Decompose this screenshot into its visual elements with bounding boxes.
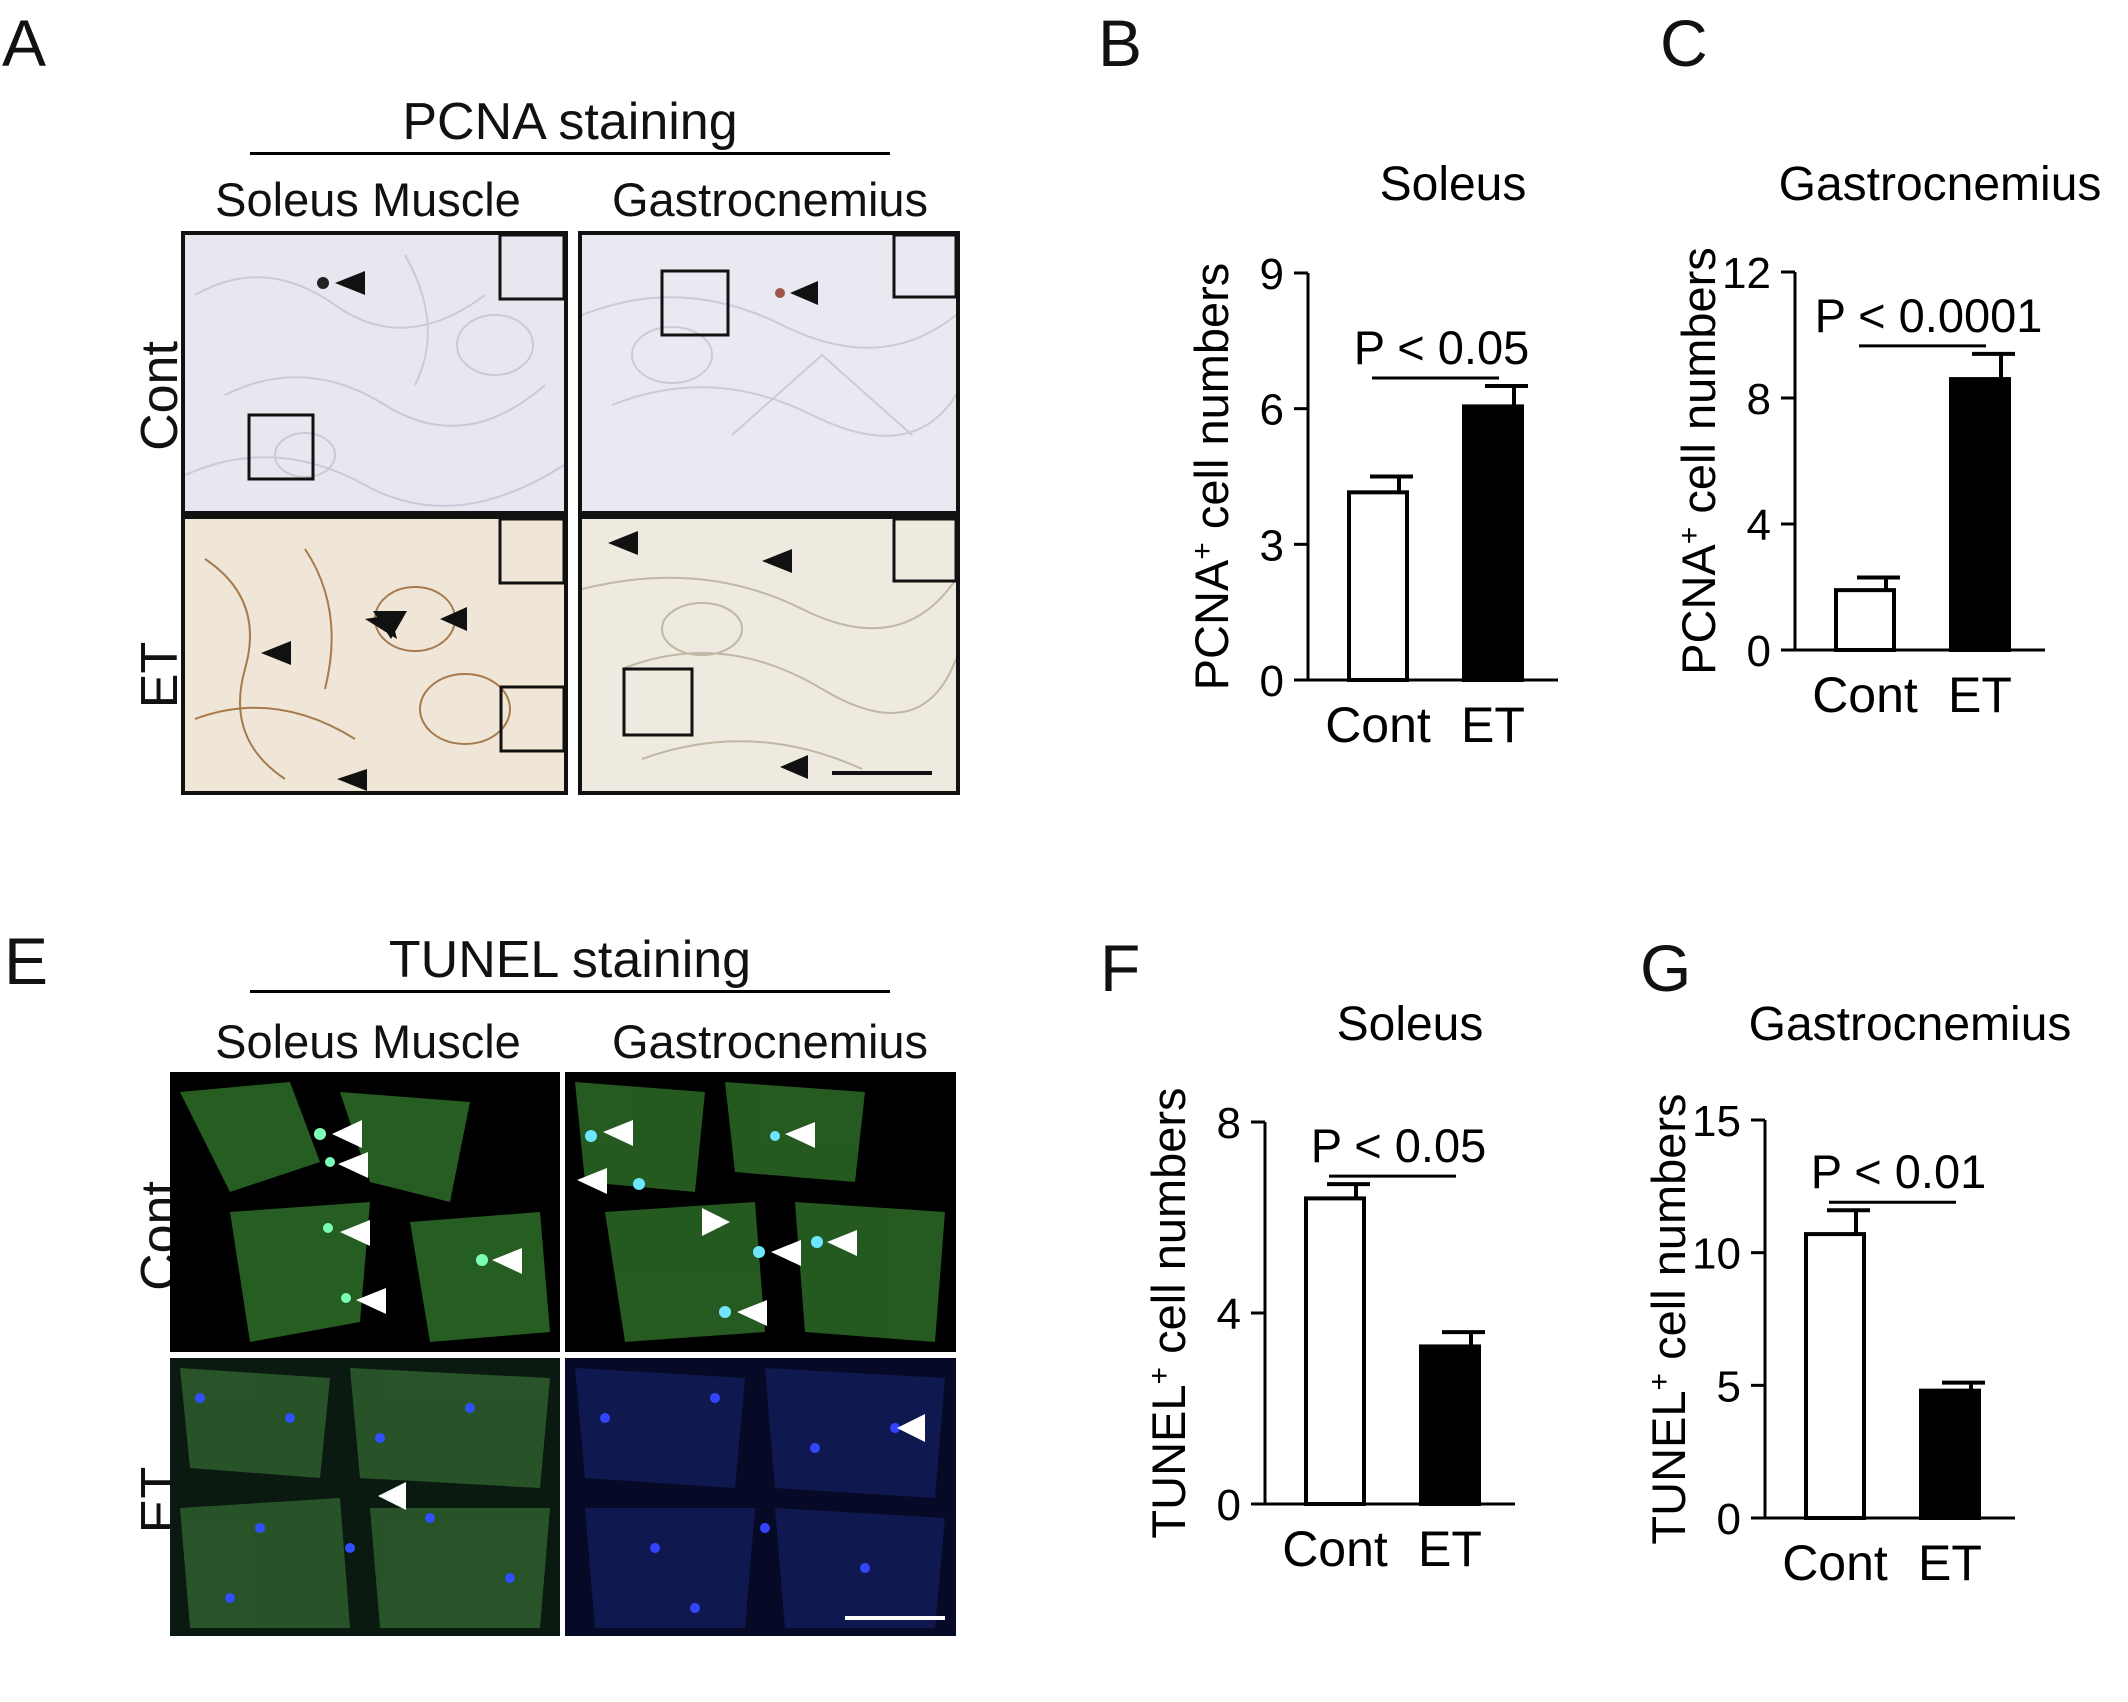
chart-title: Gastrocnemius (1779, 158, 2102, 211)
y-axis-label-rest: cell numbers (1642, 1093, 1695, 1373)
y-tick-label: 8 (1217, 1099, 1241, 1148)
y-tick-label: 15 (1692, 1097, 1741, 1146)
x-category-label: Cont (1812, 667, 1918, 723)
y-tick-label: 3 (1260, 521, 1284, 570)
pcna-col-gastrocnemius: Gastrocnemius (611, 173, 929, 226)
y-tick-label: 4 (1747, 501, 1771, 550)
tunel-gastrocnemius-cont-image (565, 1072, 956, 1352)
panel-letter-a: A (2, 6, 47, 80)
y-axis-label-main: TUNEL (1142, 1384, 1195, 1538)
panel-letter-c: C (1660, 6, 1708, 80)
y-axis-label-main: PCNA (1185, 559, 1238, 690)
pcna-gastrocnemius-et-image (578, 515, 960, 795)
y-tick-label: 6 (1260, 386, 1284, 435)
chart-c-pcna-gastrocnemius: Gastrocnemius PCNA+ cell numbers 0 4 8 12 Cont… (1672, 158, 2102, 723)
tunel-col-soleus: Soleus Muscle (215, 1015, 521, 1068)
y-axis-label-sup: + (1143, 1367, 1176, 1385)
bar-et (1919, 1388, 1981, 1521)
pcna-staining-title: PCNA staining (402, 93, 738, 151)
y-tick-label: 12 (1722, 249, 1771, 298)
chart-title: Soleus (1380, 158, 1527, 211)
bar-cont (1834, 588, 1896, 652)
y-tick-label: 9 (1260, 250, 1284, 299)
panel-letter-b: B (1098, 6, 1143, 80)
tunel-header-line (250, 990, 890, 993)
x-category-label: ET (1461, 697, 1525, 753)
y-tick-label: 8 (1747, 375, 1771, 424)
y-axis-label-main: TUNEL (1642, 1390, 1695, 1544)
chart-g-tunel-gastrocnemius: Gastrocnemius TUNEL+ cell numbers 0 5 10 15 Co… (1642, 998, 2072, 1591)
pcna-soleus-et-image (181, 515, 568, 795)
bar-et (1949, 377, 2011, 652)
y-axis-label-main: PCNA (1672, 544, 1725, 675)
y-axis-label-sup: + (1673, 527, 1706, 545)
chart-title: Soleus (1337, 998, 1484, 1051)
x-category-label: Cont (1282, 1521, 1388, 1577)
bar-et (1462, 404, 1524, 682)
x-category-label: ET (1418, 1521, 1482, 1577)
significance-label: P < 0.0001 (1815, 289, 2043, 342)
bar-cont (1804, 1232, 1866, 1521)
tunel-staining-title: TUNEL staining (388, 931, 752, 989)
x-category-label: Cont (1325, 697, 1431, 753)
x-category-label: ET (1918, 1535, 1982, 1591)
panel-letter-e: E (4, 924, 49, 998)
pcna-soleus-cont-image (181, 231, 568, 515)
pcna-col-soleus: Soleus Muscle (215, 173, 521, 226)
y-axis-label-sup: + (1643, 1373, 1676, 1391)
tunel-soleus-et-image (170, 1358, 560, 1636)
y-axis-label: TUNEL+ cell numbers (1142, 1087, 1195, 1538)
y-tick-label: 5 (1717, 1362, 1741, 1411)
tunel-soleus-cont-image (170, 1072, 560, 1352)
x-category-label: ET (1948, 667, 2012, 723)
bar-cont (1304, 1196, 1366, 1506)
significance-label: P < 0.01 (1811, 1145, 1987, 1198)
tunel-gastrocnemius-et-image (565, 1358, 956, 1636)
y-tick-label: 4 (1217, 1290, 1241, 1339)
tunel-col-gastrocnemius: Gastrocnemius (611, 1015, 929, 1068)
panel-letter-g: G (1640, 931, 1692, 1005)
y-tick-label: 10 (1692, 1230, 1741, 1279)
chart-b-pcna-soleus: Soleus PCNA+ cell numbers 0 3 6 9 Cont ET P < 0.… (1185, 158, 1558, 753)
y-axis-label: PCNA+ cell numbers (1185, 263, 1238, 691)
y-tick-label: 0 (1217, 1481, 1241, 1530)
y-tick-label: 0 (1717, 1495, 1741, 1544)
y-axis-label: TUNEL+ cell numbers (1642, 1093, 1695, 1544)
y-axis-label: PCNA+ cell numbers (1672, 247, 1725, 675)
y-axis-label-rest: cell numbers (1185, 263, 1238, 543)
bar-et (1419, 1344, 1481, 1506)
y-axis-label-sup: + (1186, 542, 1219, 560)
y-tick-label: 0 (1260, 657, 1284, 706)
panel-letter-f: F (1100, 931, 1141, 1005)
x-category-label: Cont (1782, 1535, 1888, 1591)
bar-cont (1347, 490, 1409, 683)
chart-title: Gastrocnemius (1749, 998, 2072, 1051)
pcna-gastrocnemius-cont-image (578, 231, 960, 515)
significance-label: P < 0.05 (1311, 1119, 1487, 1172)
chart-f-tunel-soleus: Soleus TUNEL+ cell numbers 0 4 8 Cont ET P < 0.… (1142, 998, 1515, 1577)
significance-label: P < 0.05 (1354, 321, 1530, 374)
y-axis-label-rest: cell numbers (1672, 247, 1725, 527)
pcna-header-line (250, 152, 890, 155)
y-tick-label: 0 (1747, 627, 1771, 676)
y-axis-label-rest: cell numbers (1142, 1087, 1195, 1367)
